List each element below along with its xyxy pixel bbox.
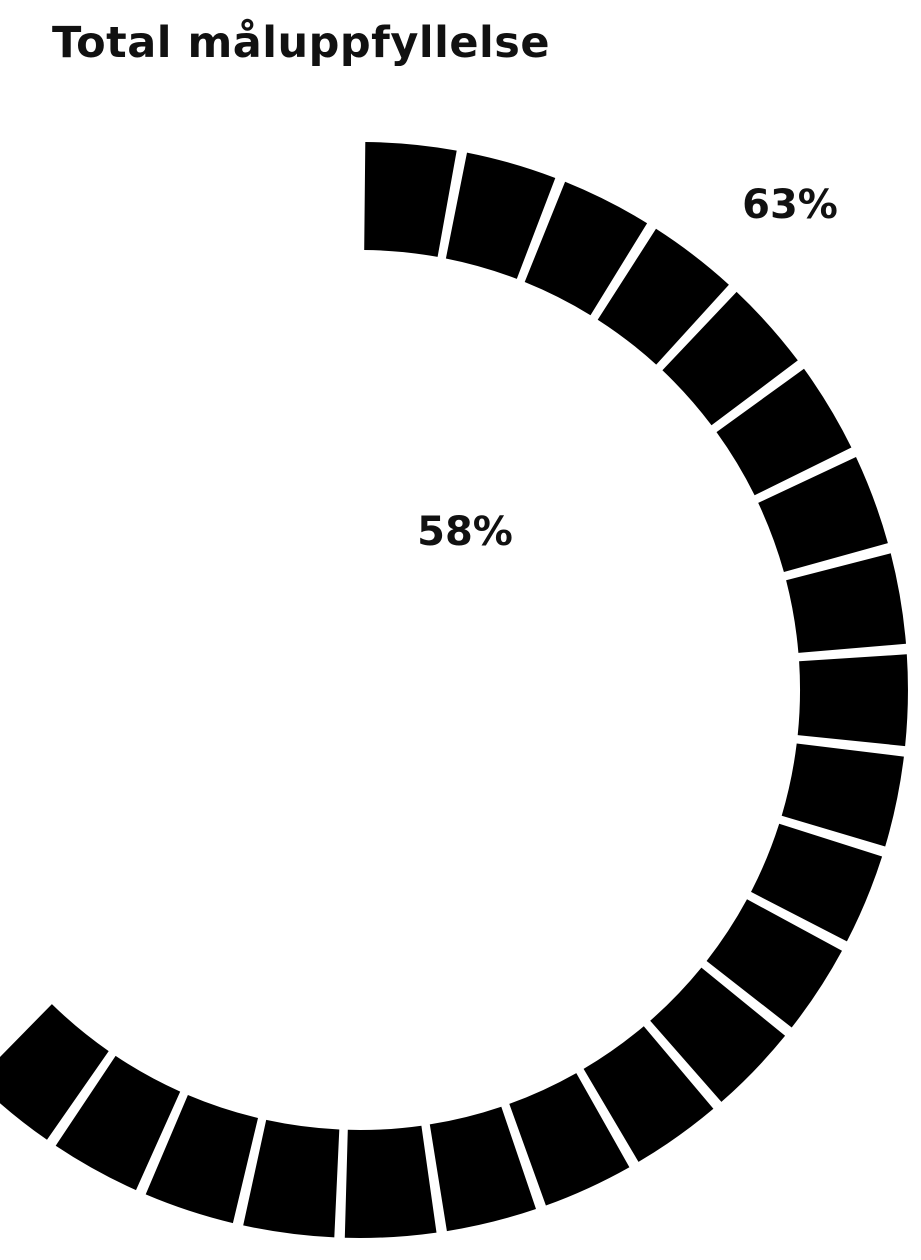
value-label: 58% <box>417 509 513 555</box>
target-label: 63% <box>742 182 838 228</box>
gauge-segment <box>650 967 786 1102</box>
gauge-segment <box>243 1119 340 1238</box>
gauge-segment <box>786 553 906 653</box>
gauge-segment <box>662 291 798 426</box>
gauge-segment <box>716 368 852 496</box>
gauge-segment <box>751 823 883 942</box>
gauge-segments <box>0 142 908 1239</box>
gauge-segment <box>524 181 648 316</box>
gauge-segment <box>0 1004 109 1140</box>
gauge-segment <box>344 1125 437 1239</box>
gauge-segment <box>445 152 556 279</box>
gauge-segment <box>781 743 904 847</box>
gauge-segment <box>145 1095 258 1224</box>
gauge-segment <box>364 142 457 257</box>
gauge-segment <box>797 654 908 747</box>
gauge-segment <box>55 1055 181 1191</box>
gauge-segment <box>758 457 888 572</box>
gauge-segment <box>583 1026 714 1162</box>
gauge-segment <box>429 1106 536 1232</box>
chart-title: Total måluppfyllelse <box>52 18 551 68</box>
gauge-segment <box>597 228 729 365</box>
gauge-segment <box>509 1073 630 1206</box>
gauge-segment <box>706 899 842 1028</box>
